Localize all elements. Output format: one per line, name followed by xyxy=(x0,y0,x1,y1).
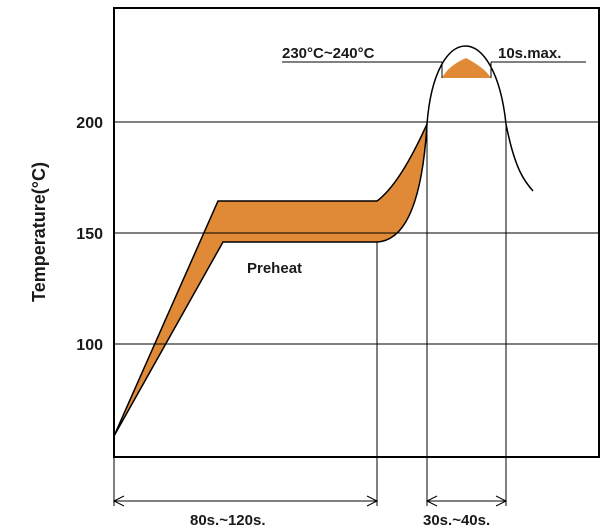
preheat-label: Preheat xyxy=(247,260,302,277)
y-tick-label-150: 150 xyxy=(76,226,103,243)
upper-profile-line xyxy=(113,123,428,437)
preheat-band xyxy=(114,124,427,436)
preheat-time-label: 80s.~120s. xyxy=(190,512,266,529)
y-tick-label-200: 200 xyxy=(76,115,103,132)
y-axis-label: Temperature(°C) xyxy=(29,162,49,302)
peak-band xyxy=(442,58,491,78)
peak-time-label: 10s.max. xyxy=(498,45,561,62)
y-tick-label-100: 100 xyxy=(76,337,103,354)
reflow-time-arrow xyxy=(425,495,508,507)
peak-range-label: 230°C~240°C xyxy=(282,45,375,62)
lower-profile-line xyxy=(113,45,534,437)
plot-frame xyxy=(113,7,600,458)
reflow-time-label: 30s.~40s. xyxy=(423,512,490,529)
preheat-time-arrow xyxy=(112,495,379,507)
